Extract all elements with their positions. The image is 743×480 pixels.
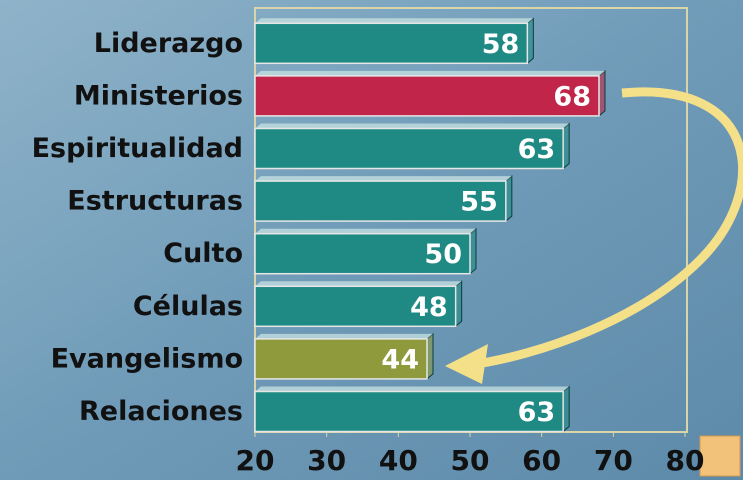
bar-top <box>255 18 534 24</box>
value-label: 63 <box>518 397 556 428</box>
bar <box>254 22 529 65</box>
category-label: Culto <box>163 238 243 269</box>
category-label: Ministerios <box>74 80 243 111</box>
bar-top <box>255 333 433 339</box>
category-label: Células <box>133 291 243 322</box>
x-tick-label: 30 <box>307 444 346 477</box>
bar-top <box>255 281 462 287</box>
corner-block <box>699 435 741 477</box>
bar-side <box>526 17 534 65</box>
bar <box>254 338 428 380</box>
bar-side <box>562 122 570 170</box>
bar-side <box>562 385 570 433</box>
value-label: 44 <box>381 344 419 375</box>
value-label: 48 <box>410 292 448 323</box>
bar <box>254 232 471 275</box>
annotation-arrow <box>469 87 743 370</box>
bar-top <box>255 176 512 182</box>
bar <box>254 127 564 170</box>
value-label: 68 <box>553 81 591 112</box>
x-tick-label: 80 <box>666 444 705 477</box>
arrow-head <box>445 344 488 384</box>
bar-top <box>255 123 570 129</box>
bar <box>254 390 564 433</box>
bar-top <box>255 386 570 392</box>
value-label: 63 <box>518 134 556 165</box>
category-label: Relaciones <box>79 396 243 427</box>
bar-side <box>426 332 434 380</box>
x-tick-label: 70 <box>594 444 633 477</box>
category-label: Espiritualidad <box>32 133 243 164</box>
x-tick-label: 20 <box>236 444 275 477</box>
bar-side <box>455 280 463 328</box>
x-tick-label: 40 <box>379 444 418 477</box>
value-label: 50 <box>424 239 462 270</box>
category-label: Evangelismo <box>51 343 243 374</box>
category-label: Estructuras <box>67 186 243 217</box>
bar-side <box>469 227 477 275</box>
value-label: 55 <box>460 187 498 218</box>
bar-top <box>255 70 605 76</box>
bar <box>254 285 457 328</box>
bar-top <box>255 228 476 234</box>
bar <box>254 75 600 117</box>
bar-side <box>505 175 513 223</box>
value-label: 58 <box>482 29 520 60</box>
category-label: Liderazgo <box>94 28 243 59</box>
bar-side <box>598 69 606 117</box>
bar <box>254 180 507 222</box>
x-tick-label: 60 <box>522 444 561 477</box>
x-tick-label: 50 <box>451 444 490 477</box>
